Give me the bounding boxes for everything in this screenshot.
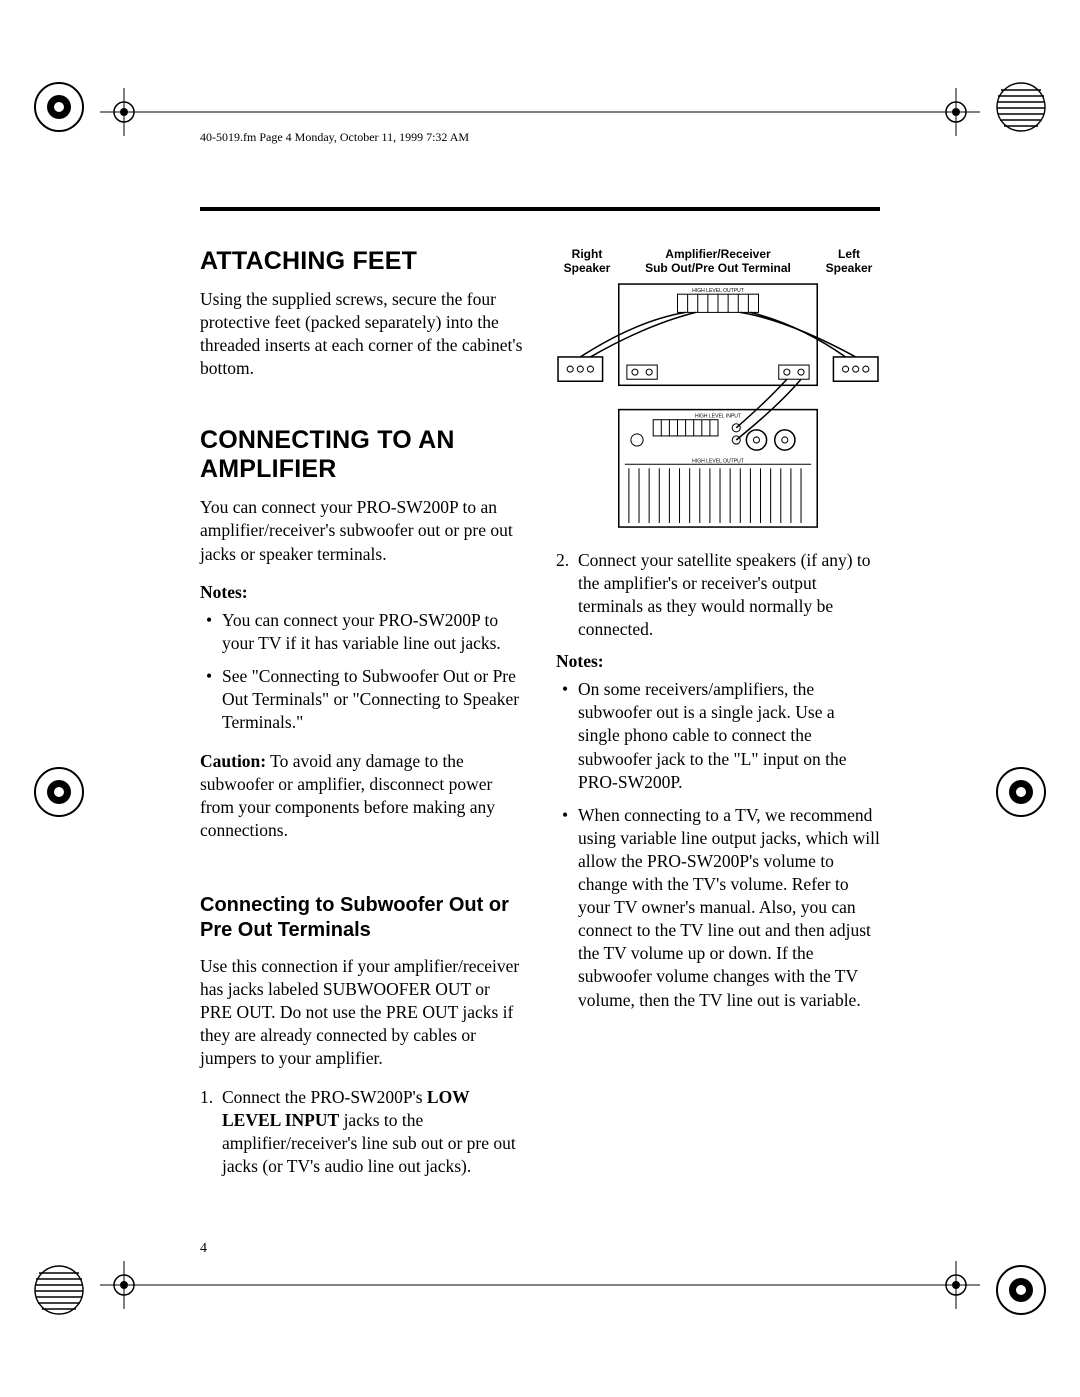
two-column-layout: ATTACHING FEET Using the supplied screws…	[200, 247, 880, 1188]
list-item: You can connect your PRO-SW200P to your …	[222, 609, 524, 655]
diagram-svg: HIGH LEVEL OUTPUT	[556, 280, 880, 533]
page-content: 40-5019.fm Page 4 Monday, October 11, 19…	[200, 130, 880, 1267]
wiring-diagram: Right Speaker Amplifier/Receiver Sub Out…	[556, 247, 880, 533]
steps-list-continued: Connect your satellite speakers (if any)…	[556, 549, 880, 641]
list-item: Connect the PRO-SW200P's LOW LEVEL INPUT…	[222, 1086, 524, 1178]
running-header: 40-5019.fm Page 4 Monday, October 11, 19…	[200, 130, 880, 151]
crop-mark	[100, 88, 148, 136]
notes-label: Notes:	[200, 582, 524, 603]
caution-paragraph: Caution: To avoid any damage to the subw…	[200, 750, 524, 842]
svg-text:HIGH LEVEL OUTPUT: HIGH LEVEL OUTPUT	[692, 458, 744, 464]
notes-list: On some receivers/amplifiers, the subwoo…	[556, 678, 880, 1011]
registration-mark	[30, 763, 88, 821]
list-item: See "Connecting to Subwoofer Out or Pre …	[222, 665, 524, 734]
crop-mark	[932, 88, 980, 136]
notes-list: You can connect your PRO-SW200P to your …	[200, 609, 524, 734]
registration-mark	[30, 78, 88, 136]
paragraph: Use this connection if your amplifier/re…	[200, 955, 524, 1070]
list-item: On some receivers/amplifiers, the subwoo…	[578, 678, 880, 793]
caution-label: Caution:	[200, 751, 266, 771]
paragraph: Using the supplied screws, secure the fo…	[200, 288, 524, 380]
diagram-label-right-speaker: Right Speaker	[556, 247, 618, 276]
left-column: ATTACHING FEET Using the supplied screws…	[200, 247, 524, 1188]
right-column: Right Speaker Amplifier/Receiver Sub Out…	[556, 247, 880, 1188]
registration-mark	[992, 763, 1050, 821]
crop-mark	[932, 1261, 980, 1309]
diagram-labels: Right Speaker Amplifier/Receiver Sub Out…	[556, 247, 880, 276]
registration-mark	[992, 1261, 1050, 1319]
registration-mark	[30, 1261, 88, 1319]
diagram-label-amplifier: Amplifier/Receiver Sub Out/Pre Out Termi…	[618, 247, 818, 276]
notes-label: Notes:	[556, 651, 880, 672]
top-rule	[200, 207, 880, 211]
rail-top	[148, 111, 932, 113]
heading-connecting-amplifier: CONNECTING TO AN AMPLIFIER	[200, 426, 524, 484]
registration-mark	[992, 78, 1050, 136]
heading-attaching-feet: ATTACHING FEET	[200, 247, 524, 276]
step1-pre: Connect the PRO-SW200P's	[222, 1087, 427, 1107]
paragraph: You can connect your PRO-SW200P to an am…	[200, 496, 524, 565]
diagram-label-left-speaker: Left Speaker	[818, 247, 880, 276]
steps-list: Connect the PRO-SW200P's LOW LEVEL INPUT…	[200, 1086, 524, 1178]
rail-bottom	[148, 1284, 932, 1286]
list-item: When connecting to a TV, we recommend us…	[578, 804, 880, 1012]
list-item: Connect your satellite speakers (if any)…	[578, 549, 880, 641]
page-number: 4	[200, 1241, 207, 1257]
crop-mark	[100, 1261, 148, 1309]
subheading-subwoofer-out: Connecting to Subwoofer Out or Pre Out T…	[200, 893, 524, 943]
svg-text:HIGH LEVEL INPUT: HIGH LEVEL INPUT	[695, 413, 741, 419]
svg-text:HIGH LEVEL OUTPUT: HIGH LEVEL OUTPUT	[692, 288, 744, 294]
